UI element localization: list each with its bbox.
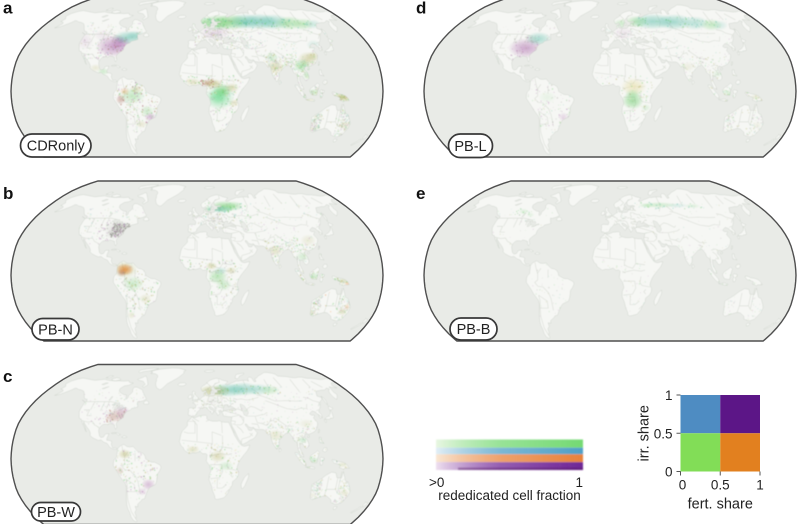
svg-text:0: 0 <box>665 465 673 480</box>
svg-text:e: e <box>416 184 425 203</box>
svg-text:PB-L: PB-L <box>454 139 486 155</box>
svg-text:irr. share: irr. share <box>637 405 653 461</box>
svg-text:b: b <box>3 184 13 203</box>
svg-text:1: 1 <box>665 388 673 403</box>
svg-text:rededicated cell fraction: rededicated cell fraction <box>438 488 581 503</box>
svg-text:>0: >0 <box>429 475 444 490</box>
svg-text:0.5: 0.5 <box>711 478 730 493</box>
svg-text:PB-W: PB-W <box>37 505 75 521</box>
svg-text:a: a <box>3 0 13 18</box>
svg-text:1: 1 <box>575 475 583 490</box>
svg-text:c: c <box>3 367 12 386</box>
svg-text:1: 1 <box>756 478 764 493</box>
svg-text:d: d <box>416 0 426 18</box>
svg-text:fert. share: fert. share <box>688 497 753 513</box>
svg-text:CDRonly: CDRonly <box>27 139 86 155</box>
svg-text:0: 0 <box>679 478 687 493</box>
svg-text:PB-B: PB-B <box>457 322 491 338</box>
svg-text:0.5: 0.5 <box>654 426 673 441</box>
svg-text:PB-N: PB-N <box>38 322 73 338</box>
